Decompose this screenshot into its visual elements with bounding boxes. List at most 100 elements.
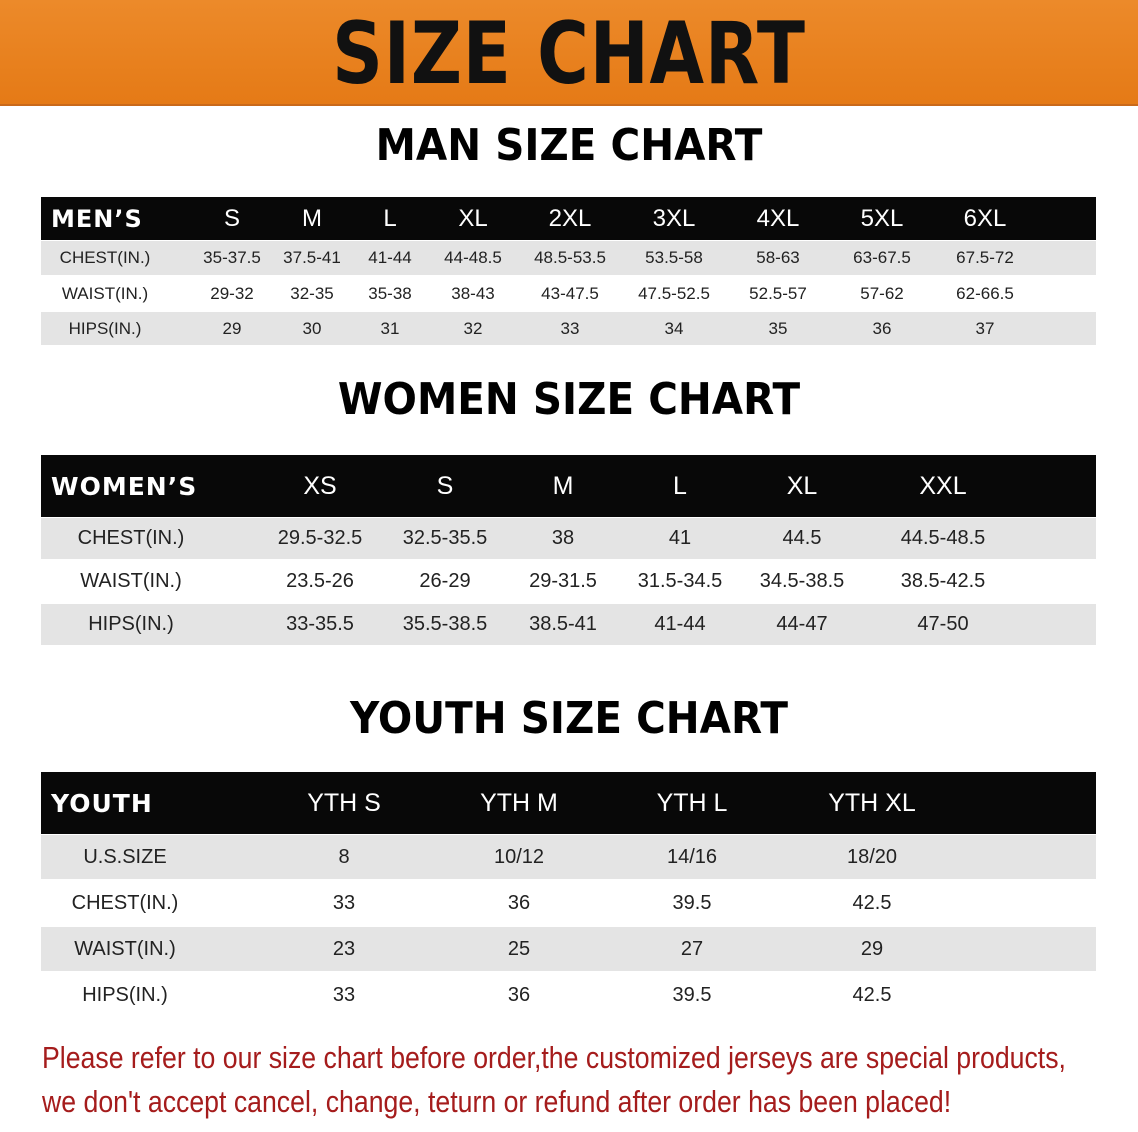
table-cell: 43-47.5: [541, 283, 599, 303]
order-notice: Please refer to our size chart before or…: [42, 1036, 1066, 1124]
table-row: HIPS(IN.) 33-35.5 35.5-38.5 38.5-41 41-44 44-…: [41, 604, 1096, 645]
table-cell: 29-32: [210, 283, 254, 303]
table-cell: 37: [975, 318, 995, 338]
table-cell: 41-44: [654, 613, 706, 635]
table-cell: 47.5-52.5: [638, 283, 710, 303]
table-cell: 14/16: [666, 845, 718, 868]
row-label: CHEST(IN.): [59, 248, 151, 267]
table-cell: 63-67.5: [853, 248, 911, 267]
youth-header-row: YOUTH YTH S YTH M YTH L YTH XL: [41, 772, 1096, 834]
table-cell: 32.5-35.5: [402, 527, 488, 549]
table-cell: 53.5-58: [645, 248, 703, 267]
table-cell: 30: [302, 318, 322, 338]
table-cell: 33-35.5: [286, 613, 354, 635]
table-cell: 38.5-42.5: [900, 570, 986, 592]
size-chart-banner: SIZE CHART: [0, 0, 1138, 106]
table-cell: 27: [680, 937, 704, 960]
table-cell: 23.5-26: [286, 570, 354, 592]
table-cell: 23: [332, 937, 356, 960]
table-cell: 33: [560, 318, 580, 338]
table-cell: 41: [668, 527, 692, 549]
table-cell: 48.5-53.5: [534, 248, 606, 267]
table-row: CHEST(IN.) 33 36 39.5 42.5: [41, 881, 1096, 925]
size-header-m: M: [552, 471, 574, 500]
table-cell: 31.5-34.5: [637, 570, 723, 592]
table-cell: 29: [222, 318, 242, 338]
table-cell: 36: [507, 891, 531, 914]
table-row: CHEST(IN.) 35-37.5 37.5-41 41-44 44-48.5 48.5…: [41, 241, 1096, 275]
women-table-label: WOMEN’S: [51, 471, 198, 501]
table-cell: 67.5-72: [956, 248, 1014, 267]
men-section-title: MAN SIZE CHART: [375, 120, 763, 171]
men-table-label: MEN’S: [51, 204, 143, 233]
table-cell: 8: [338, 845, 350, 868]
men-header-row: MEN’S S M L XL 2XL 3XL 4XL 5XL 6XL: [41, 197, 1096, 240]
table-cell: 34: [664, 318, 684, 338]
row-label: WAIST(IN.): [61, 283, 149, 303]
table-cell: 18/20: [846, 845, 898, 868]
table-row: HIPS(IN.) 29 30 31 32 33 34 35 36 37: [41, 312, 1096, 345]
youth-section-title: YOUTH SIZE CHART: [350, 693, 788, 744]
size-header-xxl: XXL: [919, 471, 967, 500]
size-header-yth-xl: YTH XL: [828, 788, 916, 817]
table-cell: 62-66.5: [956, 283, 1014, 303]
size-header-xs: XS: [303, 471, 337, 500]
table-cell: 29-31.5: [529, 570, 597, 592]
table-cell: 35-37.5: [203, 248, 261, 267]
size-header-2xl: 2XL: [548, 204, 592, 232]
table-cell: 47-50: [917, 613, 969, 635]
table-cell: 42.5: [852, 891, 892, 914]
size-header-l: L: [673, 471, 687, 500]
table-cell: 39.5: [672, 983, 712, 1006]
table-row: HIPS(IN.) 33 36 39.5 42.5: [41, 973, 1096, 1017]
table-cell: 36: [872, 318, 892, 338]
table-cell: 33: [332, 891, 356, 914]
table-row: CHEST(IN.) 29.5-32.5 32.5-35.5 38 41 44.5 44.5…: [41, 518, 1096, 559]
row-label: HIPS(IN.): [68, 318, 142, 338]
table-cell: 25: [507, 937, 531, 960]
row-label: U.S.SIZE: [83, 845, 167, 868]
size-header-m: M: [302, 204, 322, 232]
table-row: U.S.SIZE 8 10/12 14/16 18/20: [41, 835, 1096, 879]
size-header-xl: XL: [458, 204, 488, 232]
size-header-yth-s: YTH S: [307, 788, 381, 817]
table-cell: 35.5-38.5: [402, 613, 488, 635]
size-header-3xl: 3XL: [652, 204, 696, 232]
table-cell: 10/12: [493, 845, 545, 868]
table-cell: 35-38: [368, 283, 412, 303]
size-header-s: S: [436, 471, 454, 500]
table-cell: 52.5-57: [749, 283, 807, 303]
women-section-title: WOMEN SIZE CHART: [337, 374, 801, 425]
table-cell: 44.5-48.5: [900, 527, 986, 549]
table-cell: 26-29: [419, 570, 471, 592]
table-cell: 32: [463, 318, 483, 338]
table-cell: 29: [860, 937, 884, 960]
table-cell: 32-35: [290, 283, 334, 303]
size-header-xl: XL: [786, 471, 818, 500]
table-cell: 39.5: [672, 891, 712, 914]
table-cell: 33: [332, 983, 356, 1006]
order-notice-line: Please refer to our size chart before or…: [42, 1040, 1066, 1075]
size-header-5xl: 5XL: [860, 204, 904, 232]
size-header-yth-l: YTH L: [656, 788, 728, 817]
row-label: CHEST(IN.): [77, 527, 185, 549]
table-cell: 58-63: [756, 248, 800, 267]
row-label: WAIST(IN.): [74, 937, 176, 960]
row-label: CHEST(IN.): [71, 891, 179, 914]
row-label: HIPS(IN.): [88, 613, 174, 635]
table-cell: 38-43: [451, 283, 495, 303]
table-cell: 41-44: [368, 248, 412, 267]
size-header-4xl: 4XL: [756, 204, 800, 232]
table-row: WAIST(IN.) 23 25 27 29: [41, 927, 1096, 971]
youth-table-label: YOUTH: [51, 788, 153, 818]
table-row: WAIST(IN.) 29-32 32-35 35-38 38-43 43-47.5 47.…: [41, 277, 1096, 310]
table-cell: 35: [768, 318, 788, 338]
table-cell: 38.5-41: [529, 613, 597, 635]
table-cell: 29.5-32.5: [277, 527, 363, 549]
table-cell: 38: [551, 527, 575, 549]
table-cell: 42.5: [852, 983, 892, 1006]
table-cell: 34.5-38.5: [759, 570, 845, 592]
table-cell: 36: [507, 983, 531, 1006]
size-header-yth-m: YTH M: [480, 788, 558, 817]
size-header-6xl: 6XL: [963, 204, 1007, 232]
